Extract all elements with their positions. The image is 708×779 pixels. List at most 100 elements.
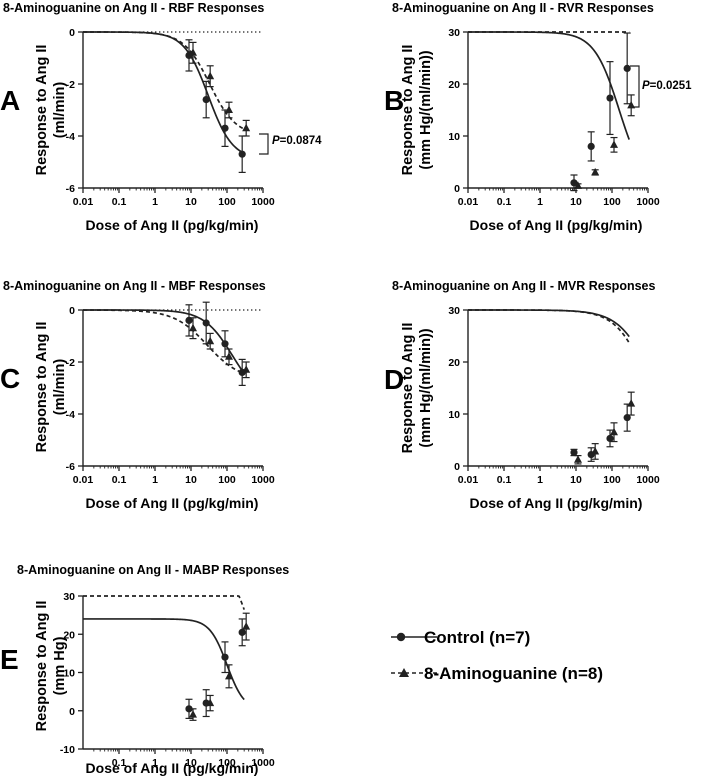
panel-c-ytick-label: -6 (66, 461, 75, 473)
panel-e-point-control (238, 628, 246, 636)
panel-c-ylabel-line1: Response to Ang II (34, 322, 50, 453)
panel-c-xtick-label: 100 (218, 474, 236, 486)
panel-b-pvalue-label: P (642, 80, 650, 92)
panel-c-ytick-label: -4 (66, 409, 75, 421)
legend-control-label: Control (n=7) (424, 628, 530, 647)
panel-b-point-amg (574, 181, 582, 189)
legend-amg-marker (399, 668, 409, 677)
panel-a-point-amg (242, 123, 251, 132)
panel-e-ytick-label: 30 (63, 591, 75, 603)
panel-e-title: 8-Aminoguanine on Ang II - MABP Response… (17, 563, 289, 577)
panel-e-xtick-label: 1000 (251, 757, 275, 769)
panel-d-point-amg (627, 399, 636, 407)
panel-b-xtick-label: 1 (537, 196, 543, 208)
panel-c-series-control-curve (83, 309, 245, 374)
panel-d-xtick-label: 1 (537, 474, 543, 486)
panel-a-plot: -6 -4 -2 0 0.01 0.1 1 10 100 1000 (66, 27, 275, 208)
panel-b-pvalue: P=0.0251 (642, 80, 692, 92)
panel-b-xlabel: Dose of Ang II (pg/kg/min) (470, 217, 643, 233)
panel-d-point-amg (610, 427, 618, 436)
panel-a-ylabel-line2: (ml/min) (52, 82, 68, 139)
panel-a-point-control (238, 150, 246, 158)
panel-a-ylabel-line1: Response to Ang II (34, 45, 50, 176)
panel-e-point-control (221, 653, 229, 661)
panel-a-xtick-label: 0.1 (112, 196, 127, 208)
panel-c-xtick-label: 0.1 (112, 474, 127, 486)
panel-a-xtick-label: 10 (185, 196, 197, 208)
panel-a-point-control (202, 96, 210, 104)
legend-amg-label: 8-Aminoguanine (n=8) (424, 664, 603, 683)
panel-c-series-amg-curve (83, 309, 245, 375)
panel-e-series-amg-curve (83, 595, 245, 610)
panel-c-plot: -6 -4 -2 0 0.01 0.1 1 10 100 1000 (66, 301, 275, 486)
panel-e-xtick-label: 0.1 (112, 757, 127, 769)
panel-d-ytick-label: 0 (454, 461, 460, 473)
panel-c-point-amg (189, 323, 197, 332)
panel-a-point-amg (189, 48, 197, 56)
panel-c-xtick-label: 1000 (251, 474, 275, 486)
panel-d-point-control (606, 434, 614, 443)
panel-c-point-amg (206, 336, 215, 345)
panel-d-plot: 0 10 20 30 0.01 0.1 1 10 100 1000 (448, 305, 660, 486)
panel-e-point-amg (242, 622, 251, 630)
panel-a-xlabel: Dose of Ang II (pg/kg/min) (86, 217, 259, 233)
panel-e-xtick-label: 10 (185, 757, 197, 769)
panel-e-xlabel: Dose of Ang II (pg/kg/min) (86, 760, 259, 776)
panel-b-ytick-label: 20 (448, 79, 460, 91)
panel-e-plot: -10 0 10 20 30 0.1 1 10 100 1000 (60, 591, 275, 769)
panel-a-pvalue-label: P (272, 135, 280, 147)
panel-c-letter: C (0, 363, 20, 394)
panel-c-point-control (202, 319, 210, 327)
panel-d-point-control (623, 414, 631, 422)
panel-e-xtick-label: 1 (152, 757, 158, 769)
panel-a-xtick-label: 0.01 (73, 196, 94, 208)
panel-d-xlabel: Dose of Ang II (pg/kg/min) (470, 495, 643, 511)
panel-d-title: 8-Aminoguanine on Ang II - MVR Responses (392, 279, 655, 293)
panel-b-point-control (606, 94, 614, 102)
panel-b-xtick-label: 1000 (636, 196, 660, 208)
panel-d-series-amg-curve (468, 309, 630, 344)
panel-d: 8-Aminoguanine on Ang II - MVR Responses… (384, 279, 660, 511)
legend-control-marker (396, 632, 406, 642)
panel-b-series-control-curve (468, 31, 630, 140)
panel-c-point-amg (242, 365, 251, 373)
panel-c-title: 8-Aminoguanine on Ang II - MBF Responses (3, 279, 266, 293)
panel-c-xtick-label: 0.01 (73, 474, 94, 486)
panel-b-title: 8-Aminoguanine on Ang II - RVR Responses (392, 1, 654, 15)
panel-d-series-control-curve (468, 309, 630, 338)
panel-b-plot: 0 10 20 30 0.01 0.1 1 10 100 1000 (448, 27, 660, 208)
panel-e-ytick-label: 20 (63, 629, 75, 641)
panel-d-xtick-label: 0.01 (458, 474, 479, 486)
panel-e-ylabel-line2: (mm Hg) (52, 636, 68, 695)
panel-b-pvalue-text: =0.0251 (650, 80, 692, 92)
panel-b-ylabel-line2: (mm Hg/(ml/min)) (418, 50, 434, 169)
panel-e-letter: E (0, 644, 19, 675)
panel-b-ytick-label: 30 (448, 27, 460, 39)
panel-e-point-amg (189, 710, 197, 718)
panel-a-pvalue-text: =0.0874 (280, 135, 322, 147)
panel-a-xtick-label: 1 (152, 196, 158, 208)
panel-a-ytick-label: -4 (66, 131, 75, 143)
panel-c-xtick-label: 1 (152, 474, 158, 486)
panel-d-point-amg (591, 446, 600, 455)
panel-e-ytick-label: 10 (63, 668, 75, 680)
panel-b-xtick-label: 100 (603, 196, 621, 208)
panel-b-xtick-label: 0.1 (497, 196, 512, 208)
panel-a-pvalue-bracket (259, 133, 269, 155)
panel-b-ytick-label: 10 (448, 131, 460, 143)
panel-b-point-control (623, 64, 631, 72)
panel-e-point-amg (225, 671, 233, 680)
panel-a-xtick-label: 1000 (251, 196, 275, 208)
panel-e-ytick-label: 0 (69, 706, 75, 718)
panel-a-ytick-label: -6 (66, 183, 75, 195)
panel-e-ylabel-line1: Response to Ang II (34, 601, 50, 732)
panel-a-ytick-label: 0 (69, 27, 75, 39)
panel-a-point-amg (225, 105, 233, 113)
panel-d-point-amg (574, 455, 582, 463)
panel-a-ytick-label: -2 (66, 79, 75, 91)
panel-b-ylabel-line1: Response to Ang II (400, 45, 416, 176)
panel-c-ylabel-line2: (ml/min) (52, 359, 68, 416)
panel-b-xtick-label: 0.01 (458, 196, 479, 208)
panel-e-ytick-label: -10 (60, 744, 75, 756)
panel-a-series-control-curve (83, 31, 245, 155)
